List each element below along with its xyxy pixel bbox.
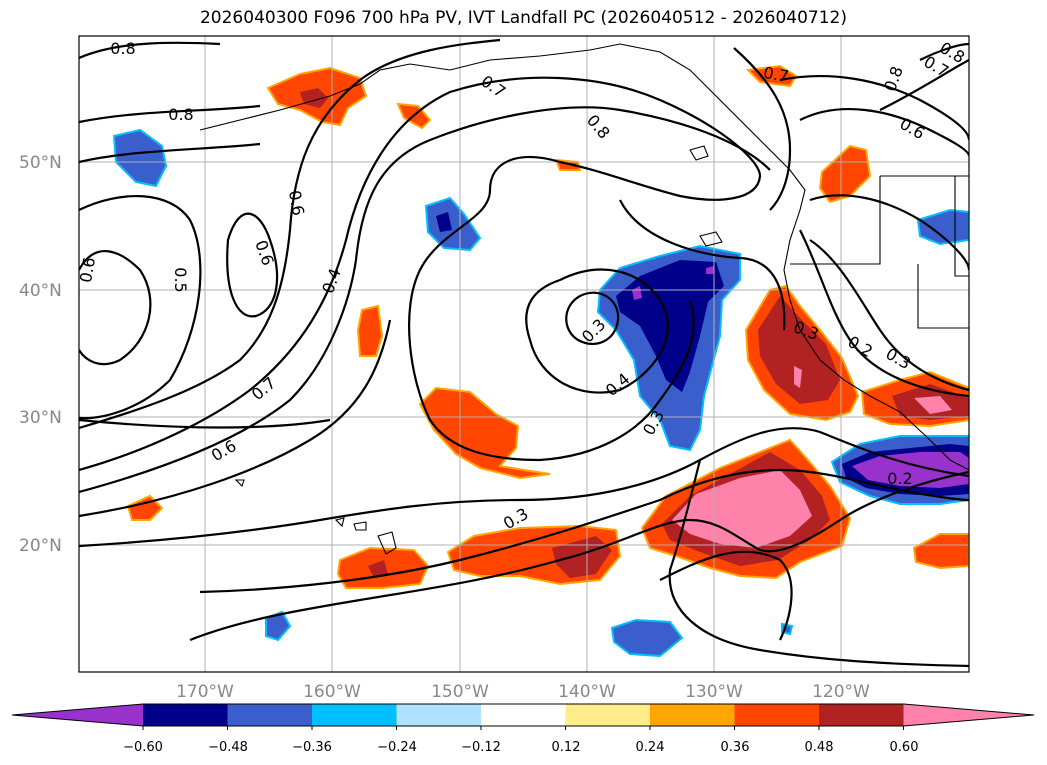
contour-label: 0.2 (887, 469, 912, 488)
colorbar-swatch (227, 704, 313, 726)
colorbar-tick-label: 0.60 (890, 740, 919, 755)
colorbar (11, 703, 1035, 730)
contour-label: 0.8 (168, 105, 193, 124)
colorbar-swatch (819, 704, 905, 726)
lon-label: 150°W (431, 682, 489, 702)
colorbar-swatch (481, 704, 567, 726)
map-border (78, 35, 970, 673)
lon-label: 170°W (176, 682, 234, 702)
colorbar-extend-high (903, 704, 1034, 726)
lon-label: 120°W (812, 682, 870, 702)
pv-positive-region (745, 64, 798, 88)
longitude-labels: 170°W 160°W 150°W 140°W 130°W 120°W (176, 682, 870, 702)
coastlines (199, 43, 969, 555)
pv-positive-region (356, 304, 384, 357)
colorbar-tick-label: 0.48 (805, 740, 834, 755)
pv-positive-region (818, 144, 872, 204)
pv-negative-region (112, 128, 168, 188)
lon-label: 160°W (303, 682, 361, 702)
pv-negative-region (610, 618, 684, 658)
contour-label: 0.7 (762, 63, 790, 86)
colorbar-swatch (312, 704, 398, 726)
contour-label: 0.8 (110, 39, 135, 58)
pv-negative-region (424, 196, 482, 252)
contour-label: 0.6 (285, 189, 308, 217)
lat-label: 40°N (19, 281, 62, 301)
colorbar-swatch (650, 704, 736, 726)
graticule (79, 36, 969, 672)
lon-label: 140°W (558, 682, 616, 702)
lon-label: 130°W (685, 682, 743, 702)
pv-contours (79, 38, 969, 668)
colorbar-tick-label: −0.36 (292, 740, 332, 755)
colorbar-swatch (734, 704, 820, 726)
colorbar-swatch (396, 704, 482, 726)
colorbar-tick-label: 0.12 (552, 740, 581, 755)
lat-label: 30°N (19, 408, 62, 428)
colorbar-tick-labels: −0.60 −0.48 −0.36 −0.24 −0.12 0.12 0.24 … (123, 740, 918, 755)
contour-label: 0.5 (171, 267, 190, 292)
colorbar-swatch (143, 704, 229, 726)
colorbar-tick-label: −0.12 (461, 740, 501, 755)
colorbar-tick-label: 0.24 (636, 740, 665, 755)
colorbar-tick-label: −0.60 (123, 740, 163, 755)
colorbar-tick-label: −0.48 (208, 740, 248, 755)
colorbar-tick-label: −0.24 (377, 740, 417, 755)
pv-positive-region (912, 533, 969, 570)
lat-label: 50°N (19, 153, 62, 173)
contour-label: 0.6 (76, 256, 99, 284)
lat-label: 20°N (19, 536, 62, 556)
pv-negative-region (916, 208, 969, 246)
colorbar-tick-label: 0.36 (721, 740, 750, 755)
colorbar-swatch (565, 704, 651, 726)
pv-negative-region (265, 610, 292, 642)
latitude-labels: 50°N 40°N 30°N 20°N (19, 153, 62, 556)
colorbar-extend-low (12, 704, 143, 726)
figure-title: 2026040300 F096 700 hPa PV, IVT Landfall… (199, 8, 847, 28)
